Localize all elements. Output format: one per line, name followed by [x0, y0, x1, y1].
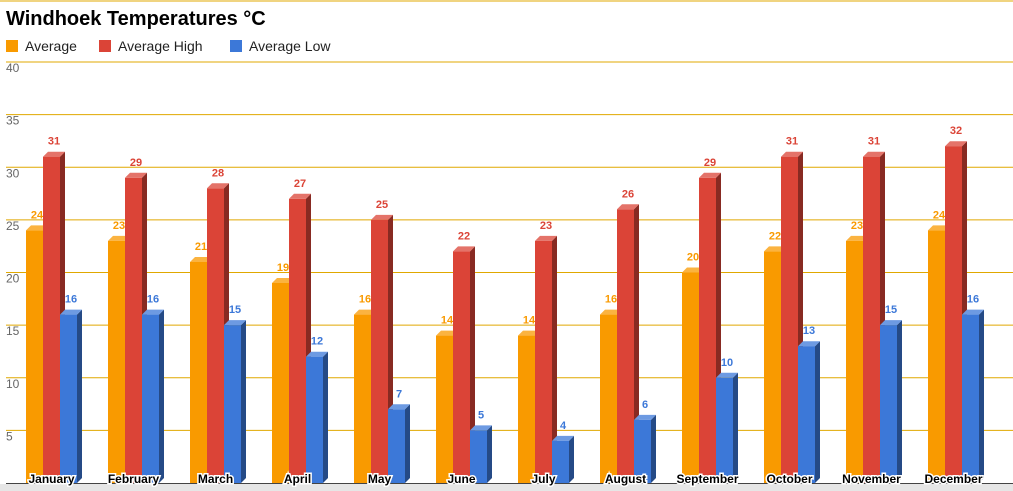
bar-value-label: 29 [130, 157, 142, 169]
y-tick-label: 10 [6, 377, 20, 391]
bar [142, 309, 164, 483]
bar [224, 320, 246, 483]
bar [617, 204, 639, 484]
y-tick-label: 40 [6, 61, 20, 75]
y-tick-label: 5 [6, 429, 13, 443]
bar-value-label: 31 [786, 136, 798, 148]
bar [306, 351, 328, 483]
bar-value-label: 29 [704, 157, 716, 169]
x-tick-label: August [605, 472, 646, 486]
bar-value-label: 32 [950, 125, 962, 137]
x-tick-label: April [284, 472, 311, 486]
legend-swatch [99, 40, 111, 52]
x-tick-label: January [28, 472, 74, 486]
bar [535, 235, 557, 483]
x-tick-label: July [531, 472, 555, 486]
bar-value-label: 22 [769, 230, 781, 242]
bar-value-label: 28 [212, 167, 224, 179]
bar [634, 414, 656, 483]
x-tick-label: March [198, 472, 233, 486]
x-tick-label: February [108, 472, 160, 486]
legend-swatch [6, 40, 18, 52]
legend-label: Average [25, 38, 77, 54]
bar-value-label: 26 [622, 188, 634, 200]
bar-value-label: 19 [277, 262, 289, 274]
bars: 24 31 16 23 29 16 21 28 15 19 27 12 16 25 7 14 22 5 14 23 4 1… [26, 125, 984, 484]
bar-value-label: 20 [687, 252, 699, 264]
bar-value-label: 25 [376, 199, 388, 211]
bar-value-label: 4 [560, 420, 567, 432]
bar-value-label: 6 [642, 399, 648, 411]
bar [388, 404, 410, 483]
bar [962, 309, 984, 483]
bar-value-label: 15 [229, 304, 241, 316]
bar-value-label: 23 [540, 220, 552, 232]
bar-value-label: 16 [605, 294, 617, 306]
bar-value-label: 22 [458, 230, 470, 242]
bar-value-label: 21 [195, 241, 207, 253]
bar [60, 309, 82, 483]
bar [453, 246, 475, 483]
bar [552, 435, 574, 483]
legend-label: Average Low [249, 38, 331, 54]
bar-value-label: 12 [311, 336, 323, 348]
x-tick-label: December [924, 472, 982, 486]
bar-value-label: 31 [868, 136, 880, 148]
bar-value-label: 31 [48, 136, 60, 148]
bar-value-label: 16 [65, 294, 77, 306]
bar [716, 372, 738, 484]
bar [470, 425, 492, 483]
bar-value-label: 27 [294, 178, 306, 190]
x-tick-label: October [766, 472, 812, 486]
x-axis-floor [0, 484, 1013, 491]
y-tick-label: 15 [6, 324, 20, 338]
bar-value-label: 14 [523, 315, 536, 327]
bar-value-label: 16 [359, 294, 371, 306]
legend-label: Average High [118, 38, 203, 54]
bar-value-label: 14 [441, 315, 454, 327]
gridlines [6, 61, 1013, 431]
bar-value-label: 15 [885, 304, 897, 316]
bar-value-label: 23 [113, 220, 125, 232]
bar-value-label: 7 [396, 388, 402, 400]
bar-value-label: 5 [478, 409, 484, 421]
legend-swatch [230, 40, 242, 52]
y-tick-label: 20 [6, 272, 20, 286]
bar-value-label: 23 [851, 220, 863, 232]
bar-value-label: 24 [933, 209, 946, 221]
x-tick-label: June [447, 472, 475, 486]
bar [880, 320, 902, 483]
y-tick-label: 25 [6, 219, 20, 233]
bar [798, 341, 820, 483]
bar-value-label: 24 [31, 209, 44, 221]
bar-value-label: 16 [967, 294, 979, 306]
x-tick-label: September [676, 472, 738, 486]
bar-value-label: 16 [147, 294, 159, 306]
x-tick-label: May [368, 472, 392, 486]
y-tick-label: 30 [6, 166, 20, 180]
bar-value-label: 13 [803, 325, 815, 337]
x-tick-label: November [842, 472, 901, 486]
chart-title: Windhoek Temperatures °C [6, 8, 266, 30]
y-tick-label: 35 [6, 114, 20, 128]
y-axis: 5 10 15 20 25 30 35 40 [6, 61, 20, 443]
bar-value-label: 10 [721, 357, 733, 369]
x-axis: January February March April May June July Augu… [0, 471, 1013, 491]
legend: Average Average High Average Low [6, 38, 331, 54]
